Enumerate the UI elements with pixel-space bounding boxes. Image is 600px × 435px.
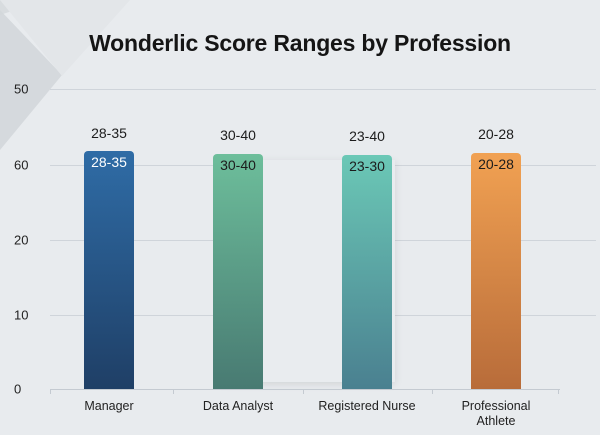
y-tick-label: 60	[14, 157, 29, 173]
x-label-registered-nurse: Registered Nurse	[318, 399, 416, 413]
y-tick-label: 10	[14, 307, 29, 323]
x-tick-mark	[50, 389, 51, 394]
x-tick-mark	[432, 389, 433, 394]
bar-top-label-manager: 28-35	[91, 125, 127, 141]
x-tick-mark	[558, 389, 559, 394]
y-tick-label: 20	[14, 232, 29, 248]
y-tick-label: 50	[14, 81, 29, 97]
bar-data-analyst[interactable]: 30-40	[213, 154, 263, 389]
gridline	[50, 89, 596, 90]
bar-top-label-professional-athlete: 20-28	[478, 126, 514, 142]
bar-registered-nurse[interactable]: 23-30	[342, 155, 392, 389]
bar-professional-athlete[interactable]: 20-28	[471, 153, 521, 389]
x-label-data-analyst: Data Analyst	[202, 399, 274, 413]
x-tick-mark	[173, 389, 174, 394]
bar-top-label-data-analyst: 30-40	[220, 127, 256, 143]
chart-title: Wonderlic Score Ranges by Profession	[89, 30, 511, 56]
x-label-professional-athlete: Professional Athlete	[461, 399, 531, 428]
x-label-manager: Manager	[84, 399, 134, 413]
bar-top-label-registered-nurse: 23-40	[349, 128, 385, 144]
bar-inner-label-professional-athlete: 20-28	[478, 156, 514, 172]
bar-manager[interactable]: 28-35	[84, 151, 134, 389]
bar-inner-label-data-analyst: 30-40	[220, 157, 256, 173]
x-axis-line	[50, 389, 560, 390]
bar-inner-label-registered-nurse: 23-30	[349, 158, 385, 174]
x-tick-mark	[303, 389, 304, 394]
y-tick-label: 0	[14, 381, 22, 397]
bar-inner-label-manager: 28-35	[91, 154, 127, 170]
